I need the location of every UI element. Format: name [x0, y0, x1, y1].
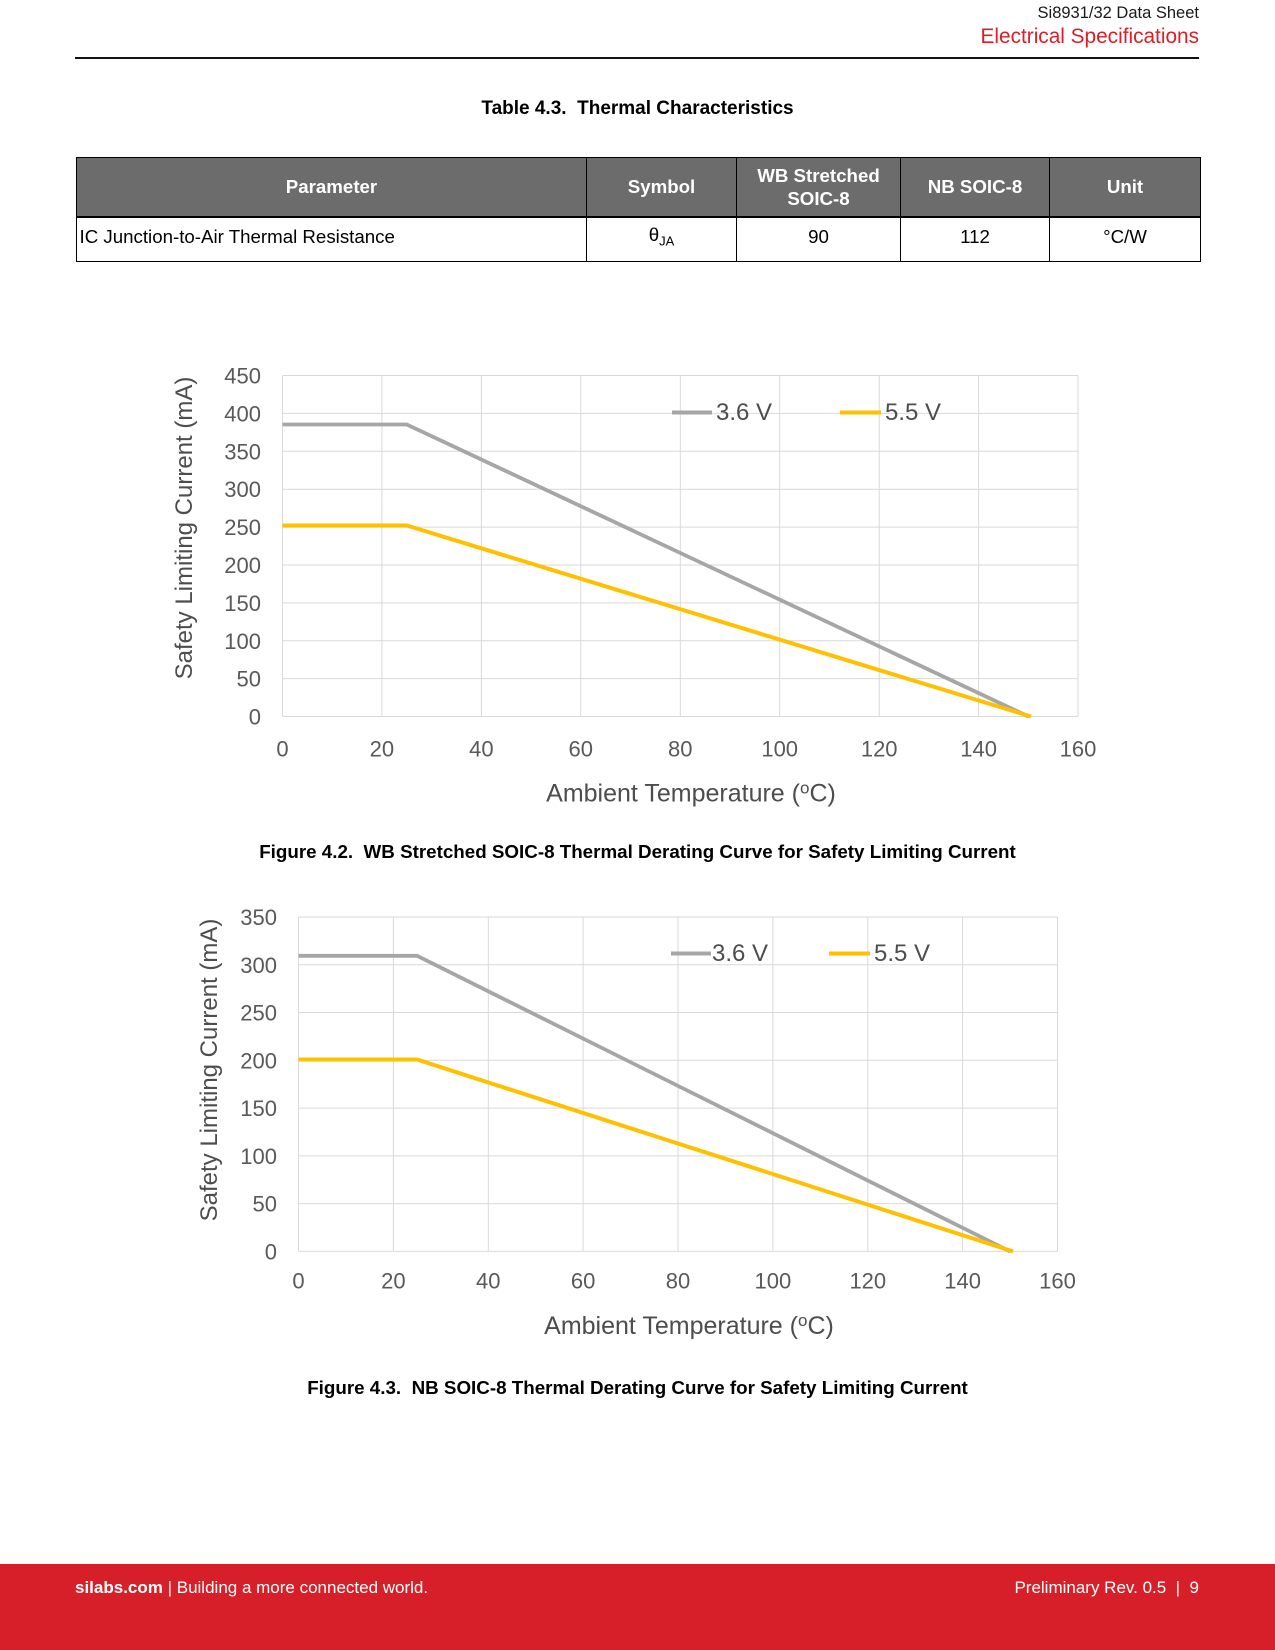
svg-text:100: 100: [761, 737, 798, 762]
svg-text:150: 150: [224, 591, 261, 616]
svg-text:200: 200: [240, 1048, 277, 1073]
svg-text:450: 450: [224, 364, 261, 389]
svg-text:140: 140: [944, 1269, 981, 1294]
svg-text:0: 0: [292, 1269, 304, 1294]
svg-text:60: 60: [571, 1269, 595, 1294]
svg-text:0: 0: [249, 705, 261, 730]
svg-text:400: 400: [224, 401, 261, 426]
svg-text:3.6 V: 3.6 V: [712, 940, 768, 967]
svg-text:300: 300: [240, 953, 277, 978]
svg-text:Safety Limiting Current (mA): Safety Limiting Current (mA): [171, 377, 198, 680]
svg-text:350: 350: [224, 439, 261, 464]
svg-text:160: 160: [1039, 1269, 1076, 1294]
svg-text:0: 0: [265, 1239, 277, 1264]
svg-text:40: 40: [476, 1269, 500, 1294]
svg-text:350: 350: [240, 905, 277, 930]
svg-text:Ambient Temperature (oC): Ambient Temperature (oC): [546, 779, 836, 808]
svg-text:100: 100: [240, 1144, 277, 1169]
svg-text:120: 120: [849, 1269, 886, 1294]
svg-text:50: 50: [253, 1192, 277, 1217]
svg-text:50: 50: [237, 667, 261, 692]
svg-text:60: 60: [569, 737, 593, 762]
svg-text:100: 100: [755, 1269, 792, 1294]
svg-text:20: 20: [370, 737, 394, 762]
svg-text:20: 20: [381, 1269, 405, 1294]
svg-text:300: 300: [224, 477, 261, 502]
svg-text:5.5 V: 5.5 V: [874, 940, 930, 967]
svg-text:100: 100: [224, 629, 261, 654]
svg-text:160: 160: [1060, 737, 1097, 762]
svg-text:200: 200: [224, 553, 261, 578]
svg-text:0: 0: [276, 737, 288, 762]
svg-text:250: 250: [224, 515, 261, 540]
svg-text:Safety Limiting Current (mA): Safety Limiting Current (mA): [196, 919, 223, 1222]
svg-text:80: 80: [666, 1269, 690, 1294]
svg-text:120: 120: [861, 737, 898, 762]
svg-text:5.5 V: 5.5 V: [885, 399, 941, 426]
svg-text:80: 80: [668, 737, 692, 762]
svg-text:150: 150: [240, 1096, 277, 1121]
svg-text:140: 140: [960, 737, 997, 762]
svg-text:250: 250: [240, 1001, 277, 1026]
svg-text:3.6 V: 3.6 V: [716, 399, 772, 426]
svg-text:Ambient Temperature (oC): Ambient Temperature (oC): [544, 1311, 834, 1340]
svg-text:40: 40: [469, 737, 493, 762]
